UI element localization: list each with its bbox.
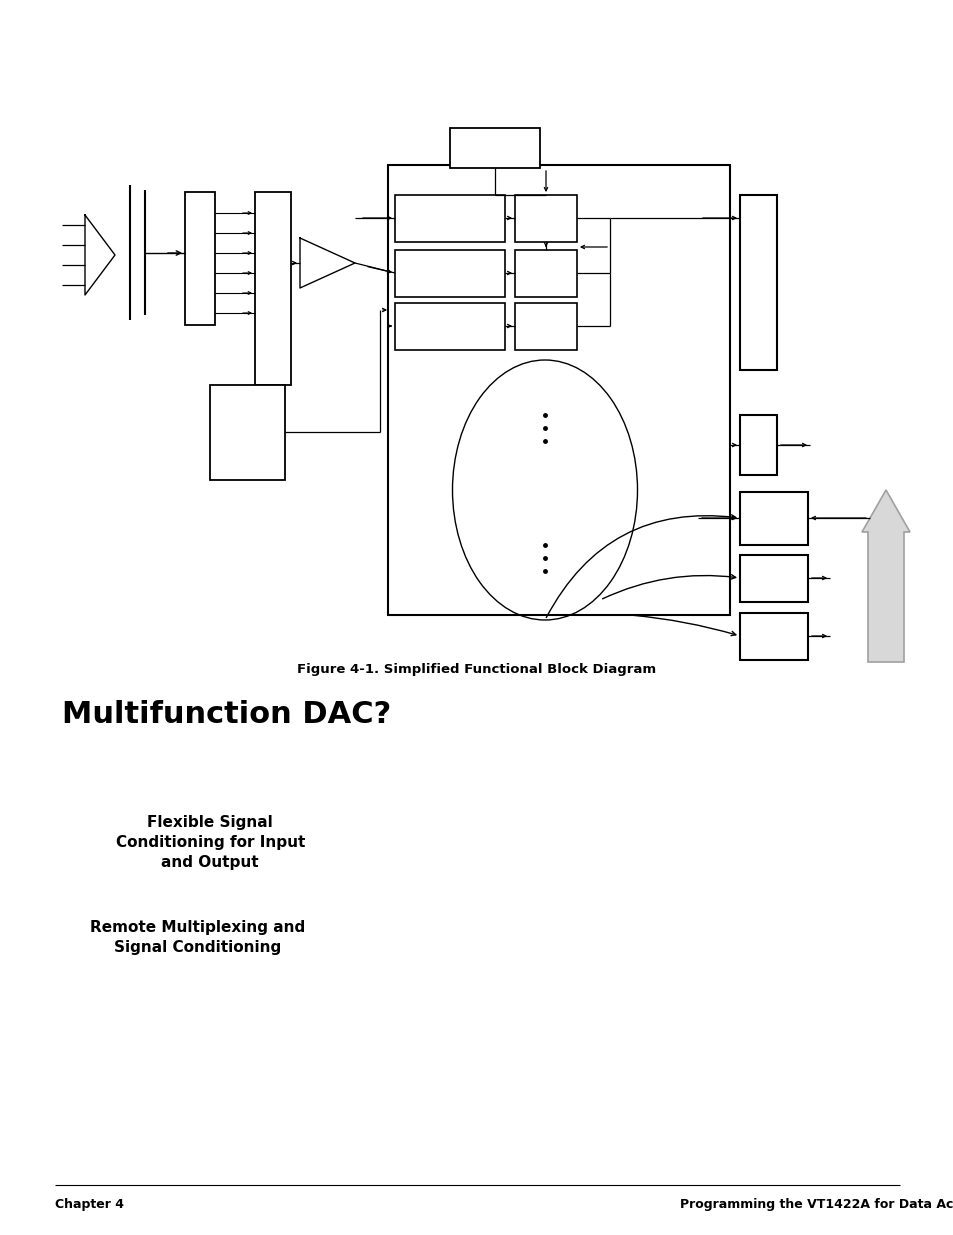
- Bar: [515, 303, 577, 350]
- Bar: [740, 195, 776, 370]
- Text: Remote Multiplexing and
Signal Conditioning: Remote Multiplexing and Signal Condition…: [90, 920, 305, 955]
- Text: Multifunction DAC?: Multifunction DAC?: [62, 700, 391, 729]
- Text: Chapter 4: Chapter 4: [55, 1198, 124, 1212]
- Polygon shape: [862, 490, 909, 662]
- Text: Figure 4-1. Simplified Functional Block Diagram: Figure 4-1. Simplified Functional Block …: [297, 663, 656, 676]
- Text: Flexible Signal
Conditioning for Input
and Output: Flexible Signal Conditioning for Input a…: [115, 815, 305, 869]
- Bar: [395, 195, 504, 242]
- Bar: [388, 165, 729, 615]
- Bar: [450, 128, 539, 168]
- Bar: [395, 303, 504, 350]
- Text: Programming the VT1422A for Data Acquisition and Control     97: Programming the VT1422A for Data Acquisi…: [679, 1198, 953, 1212]
- Bar: [515, 249, 577, 296]
- Bar: [210, 385, 285, 480]
- Bar: [185, 191, 214, 325]
- Bar: [395, 249, 504, 296]
- Bar: [740, 492, 807, 545]
- Bar: [740, 555, 807, 601]
- Bar: [740, 415, 776, 475]
- Bar: [740, 613, 807, 659]
- Bar: [254, 191, 291, 385]
- Bar: [515, 195, 577, 242]
